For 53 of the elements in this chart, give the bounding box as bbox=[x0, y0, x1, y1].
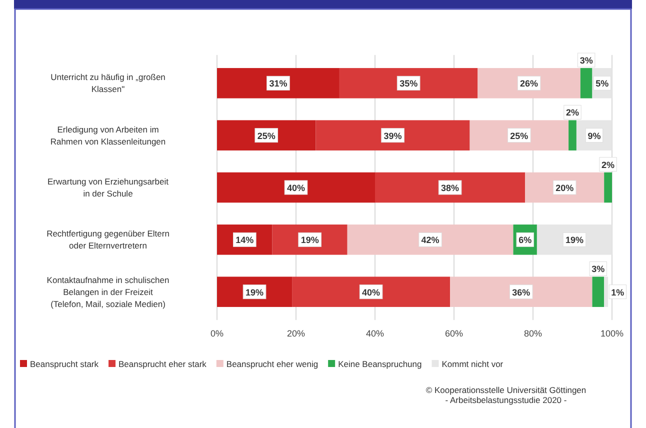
bar bbox=[217, 172, 375, 203]
data-label: 19% bbox=[246, 287, 264, 298]
legend-label: Kommt nicht vor bbox=[442, 359, 504, 369]
data-label: 1% bbox=[611, 287, 624, 298]
data-label: 19% bbox=[300, 235, 319, 246]
x-tick-label: 60% bbox=[444, 328, 464, 338]
data-label: 42% bbox=[421, 235, 440, 246]
x-tick-label: 20% bbox=[286, 328, 306, 338]
data-label: 19% bbox=[565, 235, 584, 246]
bar bbox=[316, 120, 470, 150]
data-label: 2% bbox=[602, 160, 615, 170]
legend-label: Beansprucht stark bbox=[30, 359, 100, 369]
data-label: 25% bbox=[257, 130, 276, 141]
data-label: 14% bbox=[236, 235, 254, 246]
x-tick-label: 0% bbox=[210, 328, 224, 338]
y-tick-label: Unterricht zu häufig in „großen Klassen" bbox=[50, 72, 166, 94]
bar bbox=[339, 68, 478, 98]
data-label: 40% bbox=[362, 287, 380, 298]
data-label: 6% bbox=[518, 235, 532, 246]
bar bbox=[217, 68, 340, 98]
bar bbox=[478, 68, 580, 98]
data-label: 9% bbox=[588, 130, 601, 141]
y-tick-label: Rechtfertigung gegenüber Eltern oder Elternvertretern bbox=[46, 228, 170, 251]
y-tick-label: Erledigung von Arbeiten im Rahmen von Klassenleitungen bbox=[50, 124, 166, 146]
data-label: 35% bbox=[400, 78, 418, 89]
y-tick-label: Kontaktaufnahme in schulischen Belangen in der Freizeit (Telefon, Mail, soziale Medien) bbox=[46, 274, 170, 309]
data-label: 5% bbox=[596, 78, 609, 89]
data-label: 20% bbox=[556, 183, 574, 193]
bar bbox=[347, 224, 514, 255]
data-label: 3% bbox=[592, 264, 605, 274]
text: © Kooperationsstelle Universität Göttingen bbox=[426, 385, 586, 395]
data-label: 36% bbox=[512, 287, 530, 298]
x-tick-label: 80% bbox=[524, 328, 542, 338]
data-label: 26% bbox=[520, 78, 538, 89]
data-label: 38% bbox=[441, 183, 460, 193]
bar bbox=[375, 172, 526, 203]
data-label: 39% bbox=[384, 130, 402, 141]
legend-label: Beansprucht eher stark bbox=[118, 359, 208, 369]
bar bbox=[450, 276, 592, 307]
x-tick-label: 40% bbox=[366, 328, 384, 338]
bar bbox=[470, 120, 569, 150]
text: - Arbeitsbelastungsstudie 2020 - bbox=[445, 395, 567, 405]
bar bbox=[217, 120, 316, 150]
data-label: 31% bbox=[269, 78, 288, 89]
data-label: 3% bbox=[580, 56, 593, 66]
bar bbox=[292, 276, 450, 307]
data-label: 2% bbox=[566, 108, 580, 118]
data-label: 25% bbox=[510, 130, 528, 141]
x-tick-label: 100% bbox=[600, 328, 624, 338]
y-tick-label: Erwartung von Erziehungsarbeit in der Schule bbox=[48, 176, 170, 198]
data-label: 40% bbox=[286, 183, 306, 193]
legend-label: Keine Beanspruchung bbox=[338, 359, 422, 369]
legend-label: Beansprucht eher wenig bbox=[226, 359, 318, 369]
